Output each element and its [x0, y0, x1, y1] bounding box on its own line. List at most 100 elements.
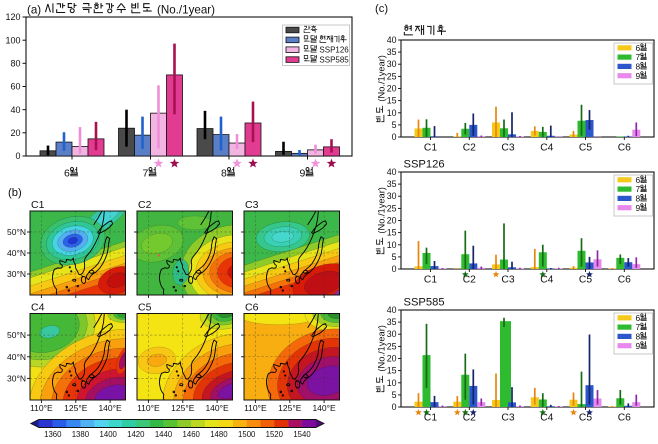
svg-text:7: 7	[636, 184, 641, 194]
svg-text:20: 20	[10, 128, 20, 138]
svg-text:9: 9	[636, 341, 641, 351]
svg-text:15: 15	[387, 366, 397, 376]
svg-text:8: 8	[636, 194, 641, 204]
svg-text:8: 8	[636, 332, 641, 342]
svg-text:40: 40	[387, 305, 397, 315]
svg-text:50°N: 50°N	[7, 330, 26, 340]
svg-text:1380: 1380	[72, 430, 90, 439]
svg-text:15: 15	[387, 228, 397, 238]
svg-text:7: 7	[636, 52, 641, 62]
svg-text:C3: C3	[501, 413, 514, 424]
svg-text:7: 7	[636, 322, 641, 332]
svg-text:1440: 1440	[155, 430, 173, 439]
svg-text:40°N: 40°N	[7, 248, 26, 258]
svg-text:9: 9	[636, 71, 641, 81]
svg-text:7: 7	[143, 168, 149, 180]
svg-text:35: 35	[387, 179, 397, 189]
svg-text:8: 8	[636, 62, 641, 72]
svg-text:30°N: 30°N	[7, 269, 26, 279]
svg-text:120: 120	[5, 12, 20, 22]
svg-text:1360: 1360	[44, 430, 62, 439]
svg-text:5: 5	[392, 252, 397, 262]
svg-text:0: 0	[15, 151, 20, 161]
svg-text:C1: C1	[424, 413, 437, 424]
svg-text:30°N: 30°N	[7, 373, 26, 383]
svg-text:C6: C6	[618, 413, 631, 424]
svg-text:10: 10	[387, 378, 397, 388]
svg-text:(No./1year): (No./1year)	[157, 4, 215, 17]
svg-text:9: 9	[300, 168, 306, 180]
svg-text:6: 6	[64, 168, 70, 180]
svg-text:C2: C2	[463, 275, 476, 286]
svg-text:110°E: 110°E	[244, 403, 267, 413]
svg-text:C4: C4	[540, 275, 553, 286]
svg-text:(No./1year): (No./1year)	[377, 325, 387, 372]
svg-text:110°E: 110°E	[30, 403, 53, 413]
svg-text:6: 6	[636, 313, 641, 323]
svg-text:140°E: 140°E	[205, 403, 229, 413]
svg-text:C3: C3	[501, 143, 514, 154]
svg-text:(a): (a)	[27, 4, 41, 17]
svg-text:40: 40	[387, 167, 397, 177]
svg-text:35: 35	[387, 317, 397, 327]
svg-text:1400: 1400	[100, 430, 118, 439]
svg-text:20: 20	[387, 84, 397, 94]
svg-text:20: 20	[387, 354, 397, 364]
svg-text:25: 25	[387, 203, 397, 213]
svg-text:0: 0	[392, 264, 397, 274]
svg-text:30: 30	[387, 191, 397, 201]
svg-text:SSP126: SSP126	[319, 46, 349, 55]
svg-text:C2: C2	[463, 143, 476, 154]
svg-text:140°E: 140°E	[98, 403, 122, 413]
svg-text:1520: 1520	[266, 430, 284, 439]
svg-text:(No./1year): (No./1year)	[377, 187, 387, 234]
svg-text:C1: C1	[424, 275, 437, 286]
svg-text:80: 80	[10, 59, 20, 69]
svg-text:C4: C4	[540, 143, 553, 154]
svg-text:40: 40	[387, 35, 397, 45]
svg-text:10: 10	[387, 108, 397, 118]
svg-text:35: 35	[387, 47, 397, 57]
svg-text:1460: 1460	[183, 430, 201, 439]
svg-text:C4: C4	[540, 413, 553, 424]
svg-text:(b): (b)	[8, 187, 22, 199]
svg-text:30: 30	[387, 59, 397, 69]
svg-text:25: 25	[387, 71, 397, 81]
svg-text:6: 6	[636, 175, 641, 185]
svg-text:125°E: 125°E	[64, 403, 88, 413]
svg-text:C2: C2	[463, 413, 476, 424]
svg-text:C5: C5	[579, 275, 592, 286]
svg-text:100: 100	[5, 35, 20, 45]
svg-text:40: 40	[10, 105, 20, 115]
svg-text:110°E: 110°E	[137, 403, 160, 413]
svg-text:SSP585: SSP585	[319, 56, 349, 65]
svg-text:20: 20	[387, 216, 397, 226]
svg-text:1420: 1420	[127, 430, 145, 439]
svg-text:C3: C3	[245, 199, 259, 211]
svg-text:0: 0	[392, 132, 397, 142]
svg-text:C2: C2	[138, 199, 152, 211]
svg-text:C5: C5	[579, 413, 592, 424]
svg-text:60: 60	[10, 82, 20, 92]
svg-text:C1: C1	[424, 143, 437, 154]
svg-text:5: 5	[392, 390, 397, 400]
svg-text:1540: 1540	[293, 430, 311, 439]
svg-text:140°E: 140°E	[312, 403, 336, 413]
svg-text:C1: C1	[31, 199, 45, 211]
svg-text:9: 9	[636, 203, 641, 213]
svg-text:SSP585: SSP585	[404, 297, 445, 309]
svg-text:C5: C5	[138, 302, 152, 314]
svg-text:(c): (c)	[375, 3, 388, 15]
svg-text:C6: C6	[618, 143, 631, 154]
svg-text:C6: C6	[618, 275, 631, 286]
svg-text:C6: C6	[245, 302, 259, 314]
svg-text:8: 8	[221, 168, 227, 180]
svg-text:0: 0	[392, 402, 397, 412]
svg-text:6: 6	[636, 43, 641, 53]
svg-text:SSP126: SSP126	[404, 159, 445, 171]
svg-text:C5: C5	[579, 143, 592, 154]
svg-text:15: 15	[387, 96, 397, 106]
svg-text:40°N: 40°N	[7, 352, 26, 362]
svg-text:1500: 1500	[238, 430, 256, 439]
svg-text:30: 30	[387, 329, 397, 339]
